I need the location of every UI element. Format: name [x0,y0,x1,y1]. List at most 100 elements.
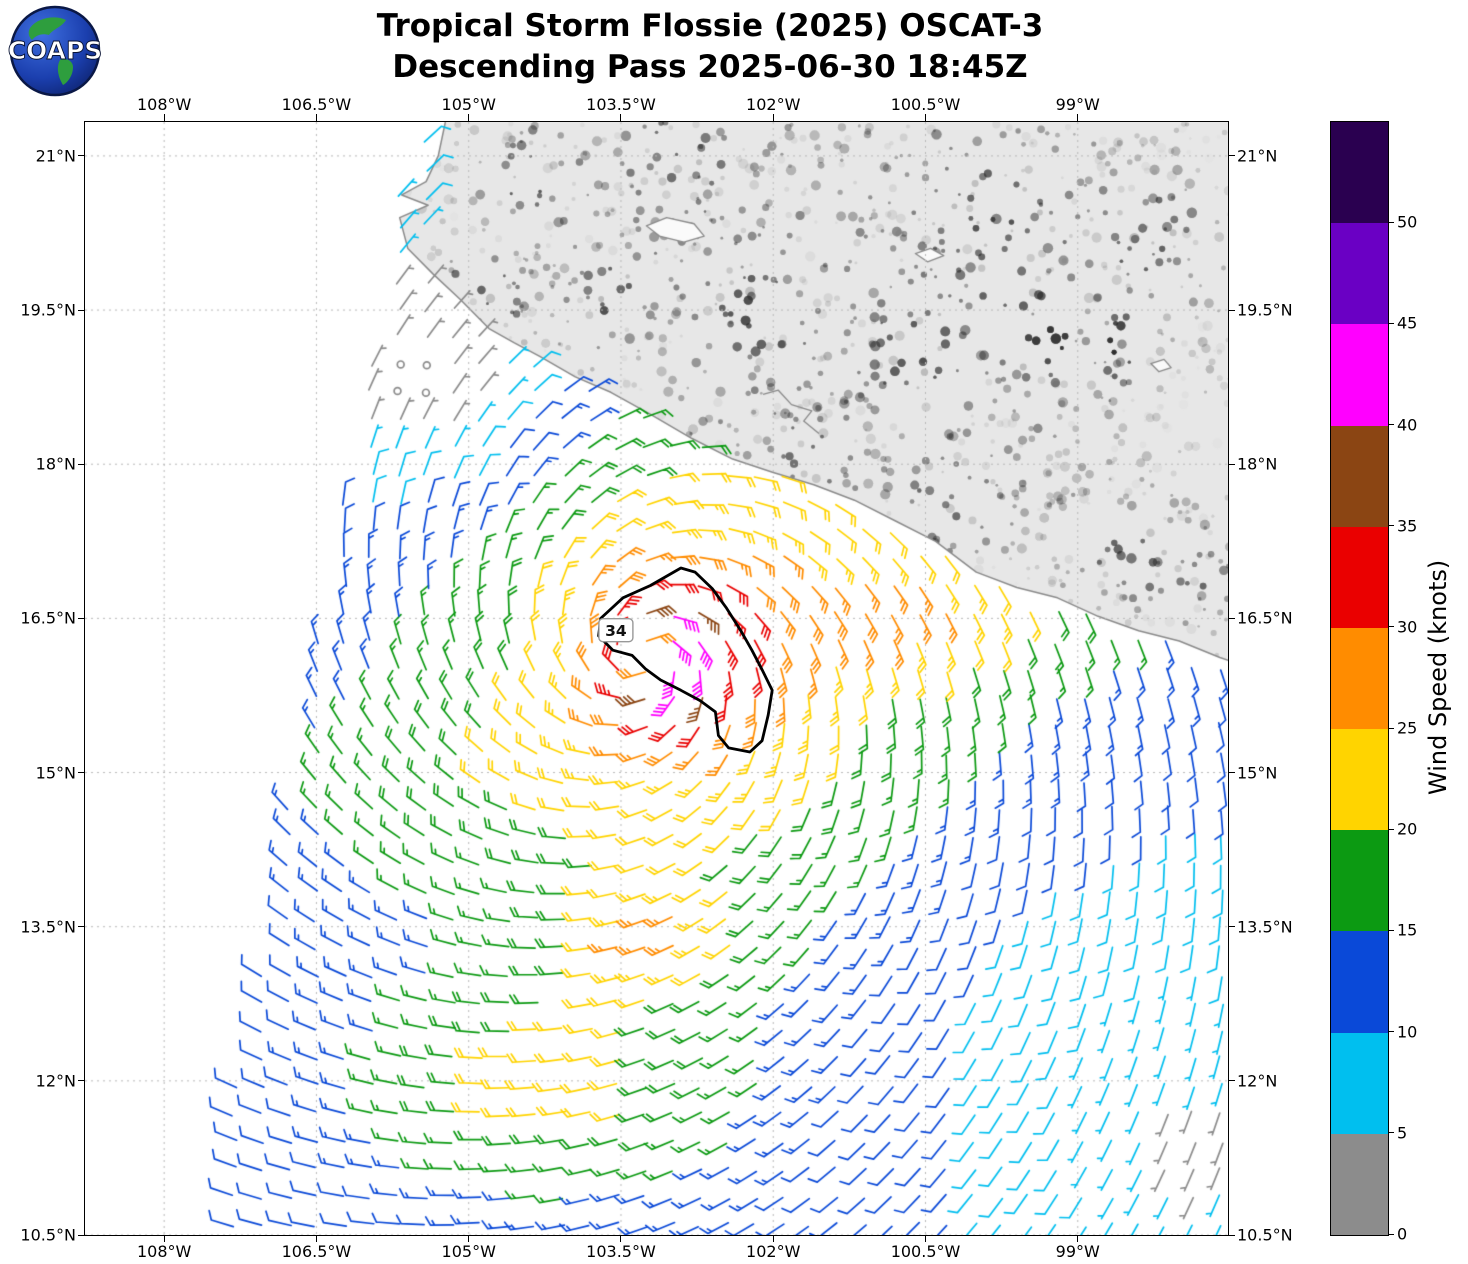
y-tick-label-left: 19.5°N [20,300,76,320]
x-tick-label-top: 108°W [136,95,192,114]
colorbar-tick-label: 35 [1397,516,1418,536]
y-tick-label-left: 16.5°N [20,608,76,628]
contour-label: 34 [605,622,627,640]
logo-text: COAPS [8,36,102,65]
tick-mark [1228,1080,1235,1082]
colorbar-tick-mark [1388,828,1394,830]
title-line2: Descending Pass 2025-06-30 18:45Z [392,49,1028,85]
tick-mark [620,1235,622,1242]
tick-mark [78,1234,85,1236]
colorbar-segment-10-15 [1331,931,1388,1033]
y-tick-label-right: 18°N [1237,454,1278,474]
tick-mark [1228,463,1235,465]
colorbar-segment-20-25 [1331,729,1388,831]
colorbar-segment-30-35 [1331,526,1388,628]
tick-mark [78,772,85,774]
tick-mark [78,617,85,619]
x-tick-label-bottom: 108°W [136,1242,192,1261]
tick-mark [163,1235,165,1242]
y-tick-label-right: 21°N [1237,146,1278,166]
colorbar-tick-label: 50 [1397,212,1418,232]
y-tick-label-left: 15°N [35,763,76,783]
x-tick-label-bottom: 102°W [746,1242,801,1261]
x-tick-label-top: 106.5°W [281,95,352,114]
plot-title: Tropical Storm Flossie (2025) OSCAT-3 De… [0,6,1420,88]
tick-mark [78,155,85,157]
map-plot: 34 [84,121,1229,1236]
y-tick-label-right: 12°N [1237,1071,1278,1091]
y-tick-label-right: 15°N [1237,763,1278,783]
contour-label-box [598,618,634,643]
tick-mark [78,463,85,465]
colorbar-tick-mark [1388,1031,1394,1033]
colorbar-tick-label: 45 [1397,313,1418,333]
x-tick-label-bottom: 105°W [441,1242,496,1261]
colorbar-tick-label: 40 [1397,415,1418,435]
tick-mark [1228,155,1235,157]
colorbar-segment-25-30 [1331,627,1388,730]
colorbar-segment-40-45 [1331,324,1388,426]
colorbar-tick-mark [1388,1132,1394,1134]
colorbar-tick-label: 10 [1397,1022,1418,1042]
y-tick-label-left: 18°N [35,454,76,474]
tick-mark [925,1235,926,1242]
x-tick-label-top: 102°W [746,95,801,114]
colorbar-tick-label: 5 [1397,1123,1408,1143]
colorbar-tick-label: 15 [1397,920,1418,940]
logo-land-south [57,58,73,85]
colorbar-tick-mark [1388,727,1394,729]
colorbar-tick-label: 0 [1397,1224,1408,1244]
y-tick-label-left: 13.5°N [20,917,76,937]
colorbar-segment-45-50 [1331,223,1388,325]
colorbar-tick-mark [1388,322,1394,324]
logo-land-north [28,17,66,40]
y-tick-label-right: 16.5°N [1237,608,1293,628]
x-tick-label-top: 103.5°W [586,95,656,114]
wind-radius-34kt-contour [597,566,774,754]
tick-mark [163,114,165,121]
tick-mark [78,1080,85,1082]
tick-mark [772,114,774,121]
y-tick-label-right: 13.5°N [1237,917,1293,937]
coaps-logo: COAPS [8,5,102,97]
colorbar-segment-5-10 [1331,1032,1388,1134]
colorbar-tick-label: 20 [1397,819,1418,839]
colorbar-title: Wind Speed (knots) [1424,559,1452,796]
tick-mark [1228,1234,1235,1236]
title-line1: Tropical Storm Flossie (2025) OSCAT-3 [376,8,1044,44]
tick-mark [468,1235,470,1242]
y-tick-label-left: 12°N [35,1071,76,1091]
colorbar-segment-35-40 [1331,425,1388,527]
tick-mark [620,114,622,121]
y-tick-label-right: 10.5°N [1237,1225,1293,1245]
tick-mark [925,114,926,121]
tick-mark [1228,617,1235,619]
colorbar-segment-15-20 [1331,830,1388,932]
tick-mark [78,309,85,311]
colorbar-tick-mark [1388,525,1394,527]
x-tick-label-bottom: 100.5°W [890,1242,961,1261]
colorbar-tick-mark [1388,424,1394,426]
colorbar-segment-0-5 [1331,1133,1388,1235]
x-tick-label-bottom: 103.5°W [586,1242,656,1261]
tick-mark [1228,309,1235,311]
x-tick-label-bottom: 106.5°W [281,1242,352,1261]
x-tick-label-bottom: 99°W [1055,1242,1100,1261]
y-tick-label-right: 19.5°N [1237,300,1293,320]
x-tick-label-top: 105°W [441,95,496,114]
colorbar-tick-label: 30 [1397,617,1418,637]
tick-mark [78,926,85,928]
colorbar [1330,121,1389,1236]
tick-mark [772,1235,774,1242]
x-tick-label-top: 99°W [1055,95,1100,114]
colorbar-tick-mark [1388,1233,1394,1235]
tick-mark [315,114,317,121]
y-tick-label-left: 21°N [35,146,76,166]
colorbar-segment-50-55 [1331,122,1388,224]
tick-mark [315,1235,317,1242]
colorbar-tick-mark [1388,221,1394,223]
tick-mark [1228,926,1235,928]
tick-mark [468,114,470,121]
colorbar-tick-mark [1388,626,1394,628]
